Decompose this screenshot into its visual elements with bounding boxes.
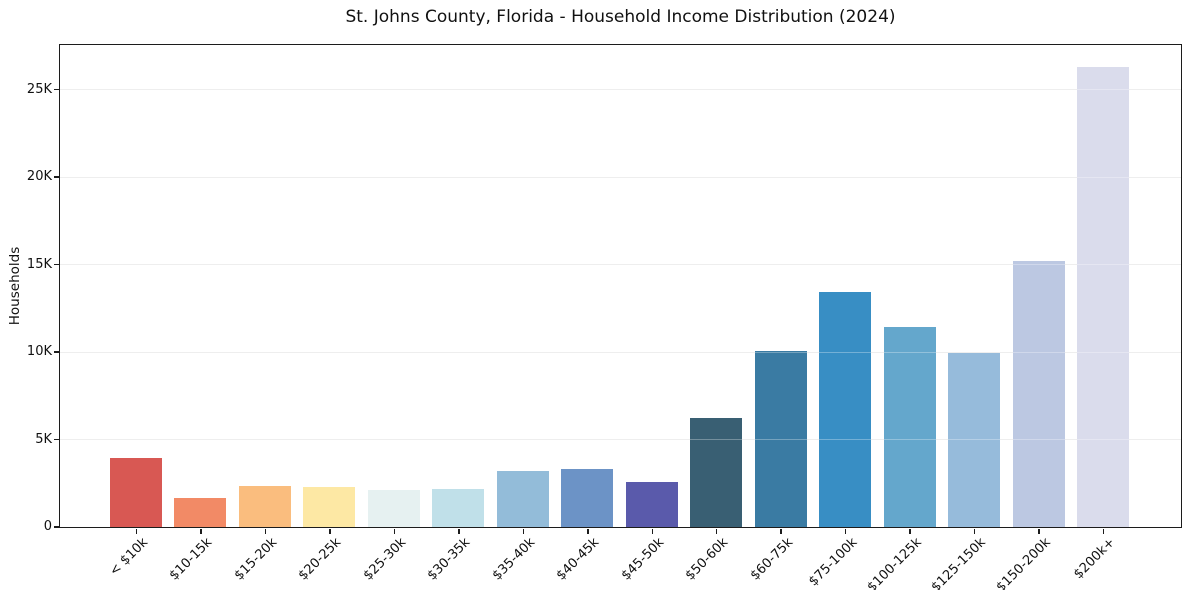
bar [238,486,291,527]
x-tick-mark [651,528,653,534]
y-tick-mark [53,438,60,441]
x-tick-label: $60-75k [747,535,796,584]
gridline-overlay [59,176,1181,178]
x-tick-label: $100-125k [864,535,925,590]
y-tick-mark [53,351,60,353]
x-tick-mark [715,528,718,534]
x-tick-label: $20-25k [296,535,345,584]
bar [883,327,936,527]
bar [1077,67,1130,527]
y-tick-label: 0 [43,519,52,534]
y-tick-label: 15K [26,256,52,272]
x-tick-mark [587,528,589,534]
bar [367,490,420,527]
x-tick-label: < $10k [107,535,152,580]
x-tick-mark [1102,528,1105,534]
x-tick-label: $30-35k [424,535,474,584]
gridline [59,351,1181,353]
y-tick-label: 25K [26,81,52,97]
x-tick-label: $75-100k [805,535,861,590]
x-tick-label: $45-50k [618,535,667,584]
gridline [59,264,1181,266]
x-tick-label: $200k+ [1071,535,1119,583]
y-tick-label: 10K [26,344,52,360]
gridline-overlay [59,439,1181,441]
bar [496,470,549,527]
bar [110,457,162,527]
x-tick-label: $25-30k [360,535,409,584]
gridline [59,176,1181,178]
x-tick-label: $40-45k [553,535,603,584]
y-tick-mark [53,88,60,91]
bar [625,481,678,527]
bar [819,292,872,527]
x-tick-label: $50-60k [682,535,732,584]
chart-title: St. Johns County, Florida - Household In… [345,7,896,27]
x-tick-mark [844,528,847,534]
gridline-overlay [59,89,1181,91]
bar [948,353,1001,527]
bar [303,486,356,527]
x-tick-label: $35-40k [489,535,538,584]
x-tick-label: $125-150k [929,535,990,590]
x-tick-mark [780,528,782,534]
y-tick-mark [53,263,60,266]
y-tick-label: 20K [26,169,52,185]
gridline-overlay [59,264,1181,266]
bar [561,468,614,527]
y-tick-label: 5K [35,431,52,447]
gridline [59,89,1181,91]
x-tick-mark [458,528,460,534]
bar [690,417,743,527]
x-tick-mark [393,528,396,534]
x-tick-label: $15-20k [231,535,281,584]
x-tick-mark [200,528,202,534]
y-tick-mark [53,176,60,178]
gridline [59,439,1181,441]
x-tick-mark [135,528,138,534]
gridline-overlay [59,351,1181,353]
x-tick-mark [522,528,525,534]
plot-area [58,43,1182,528]
x-tick-mark [264,528,267,534]
x-tick-mark [329,528,331,534]
bar [174,497,227,527]
x-tick-mark [973,528,976,534]
bar [1012,261,1065,527]
x-tick-label: $150-200k [993,535,1054,590]
x-tick-mark [1038,528,1040,534]
x-tick-label: $10-15k [167,535,216,584]
y-tick-mark [53,526,60,528]
bar [754,350,807,527]
x-tick-mark [909,528,911,534]
bar [432,489,485,527]
